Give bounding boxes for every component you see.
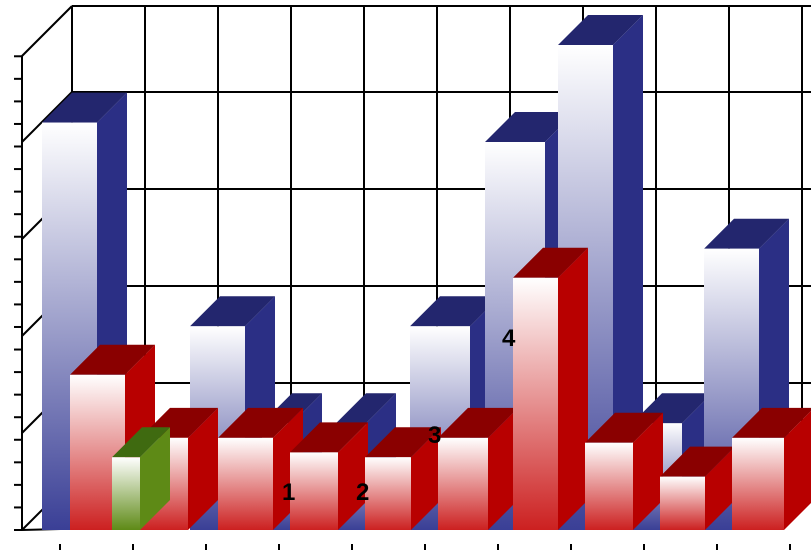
bar-label-1: 1 [282,479,295,506]
chart-bars [42,15,811,531]
chart-bar-labels: 1 2 3 4 [282,325,516,506]
gridline-side [21,91,73,143]
bar-red-3-side [338,422,368,530]
bar-red-8 [660,446,735,530]
bar-red-7-front [585,442,633,530]
bar-green-0-side [140,427,170,530]
bar-blue-0-top [42,92,127,123]
bar-red-6 [513,247,588,531]
bar-red-4-side [411,427,441,530]
bar-blue-3-top [336,393,396,424]
bar-red-2-front [218,437,273,530]
bar-green-0-top [112,427,170,458]
bar-red-7 [585,412,663,530]
bar-red-8-top [660,446,735,477]
bar-red-4 [365,427,441,530]
bar-blue-6-side [613,15,643,530]
bar-blue-6-top [558,15,643,45]
bar-red-7-top [585,412,663,443]
bar-red-3-front [290,452,338,530]
bar-red-3 [290,422,368,530]
bar-blue-1-top [190,296,275,327]
bar-blue-5-top [485,112,575,142]
bar-red-9 [732,407,811,530]
bar-green-0-front [112,457,140,530]
bar-red-1-side [188,407,218,530]
bar-red-8-front [660,476,705,530]
bar-green-0 [112,427,170,530]
bar-label-2: 2 [356,479,369,506]
bar-red-6-front [513,277,558,530]
bar-red-7-side [633,412,663,530]
bar-red-6-top [513,247,588,278]
bar-red-4-front [365,457,411,530]
bar-red-5-top [438,407,518,438]
bar-red-3-top [290,422,368,453]
bar-red-2-top [218,407,303,438]
bar-red-6-side [558,247,588,531]
bar-red-5-front [438,437,488,530]
bar-blue-4-top [410,296,500,327]
bar-red-4-top [365,427,441,458]
bar-red-8-side [705,446,735,530]
bar-red-5-side [488,407,518,530]
bar-red-9-side [784,410,811,530]
bar-red-9-front [732,437,784,530]
bar-red-0-top [70,344,155,375]
side-wall-top [21,5,73,57]
bar-red-9-top [732,407,811,438]
bar-red-5 [438,407,518,530]
bar-blue-8-top [704,218,789,249]
bar-label-4: 4 [502,325,516,352]
bar-label-3: 3 [428,422,441,449]
